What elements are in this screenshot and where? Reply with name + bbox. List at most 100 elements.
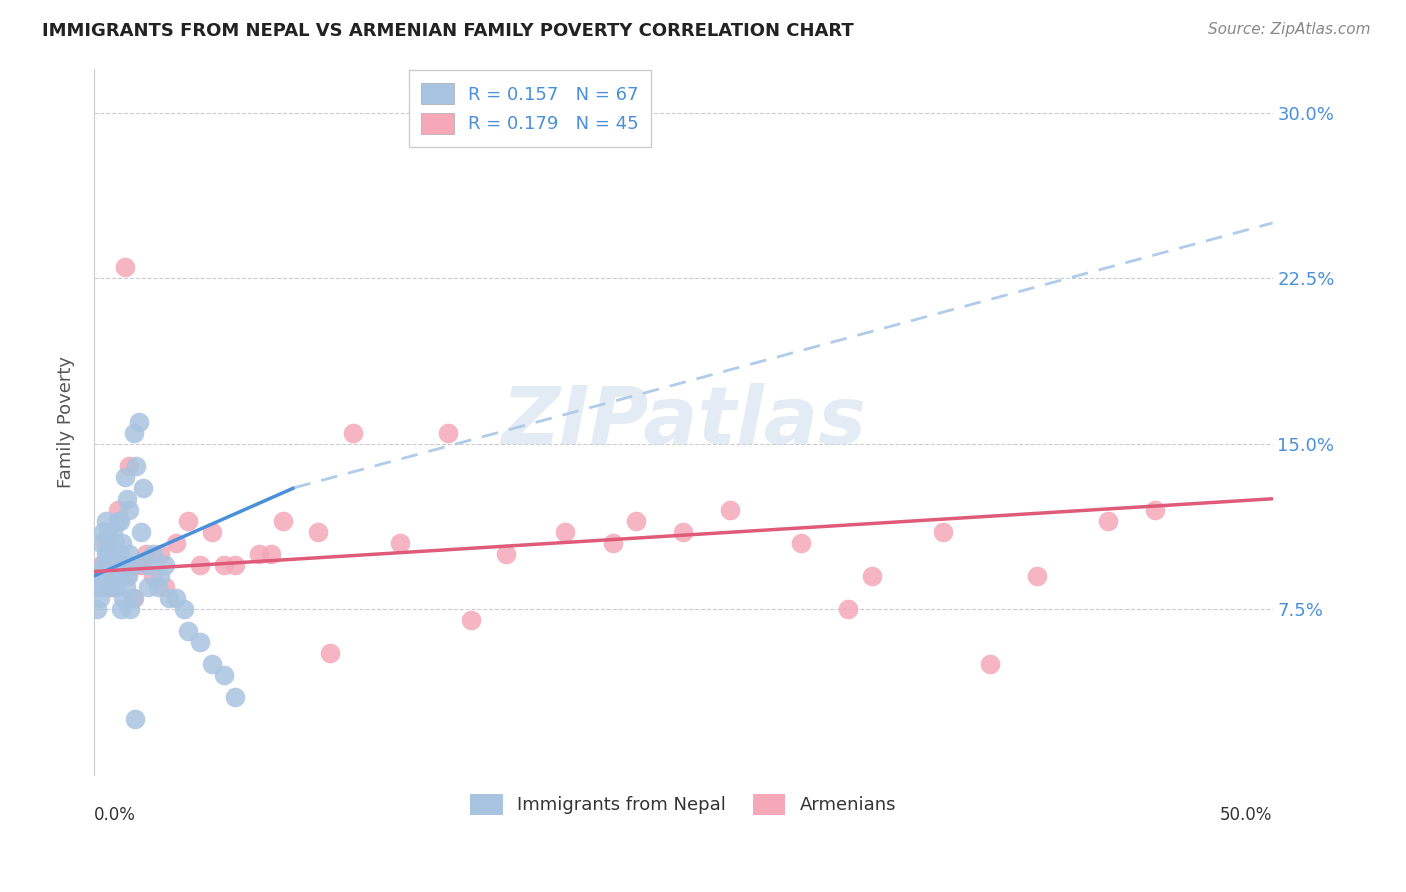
Point bbox=[100, 580, 122, 594]
Point bbox=[108, 514, 131, 528]
Point bbox=[111, 558, 134, 572]
Point bbox=[118, 547, 141, 561]
Point bbox=[624, 514, 647, 528]
Point bbox=[107, 503, 129, 517]
Point bbox=[107, 547, 129, 561]
Point bbox=[90, 558, 112, 572]
Point bbox=[128, 415, 150, 429]
Point bbox=[177, 624, 200, 639]
Point bbox=[165, 536, 187, 550]
Point bbox=[149, 547, 172, 561]
Point bbox=[118, 503, 141, 517]
Point bbox=[104, 536, 127, 550]
Point bbox=[135, 547, 157, 561]
Point bbox=[122, 425, 145, 440]
Text: ZIPatlas: ZIPatlas bbox=[501, 383, 866, 460]
Point bbox=[460, 613, 482, 627]
Point bbox=[115, 569, 138, 583]
Point bbox=[124, 713, 146, 727]
Point bbox=[142, 569, 165, 583]
Point bbox=[554, 524, 576, 539]
Point bbox=[188, 558, 211, 572]
Point bbox=[177, 514, 200, 528]
Point bbox=[142, 547, 165, 561]
Point bbox=[672, 524, 695, 539]
Point bbox=[307, 524, 329, 539]
Point bbox=[93, 524, 115, 539]
Point bbox=[107, 569, 129, 583]
Point bbox=[837, 602, 859, 616]
Point bbox=[129, 558, 152, 572]
Point bbox=[100, 558, 122, 572]
Point bbox=[495, 547, 517, 561]
Point bbox=[979, 657, 1001, 672]
Point bbox=[114, 469, 136, 483]
Point bbox=[122, 591, 145, 605]
Point bbox=[101, 558, 124, 572]
Point bbox=[224, 690, 246, 705]
Point bbox=[117, 569, 139, 583]
Point bbox=[260, 547, 283, 561]
Point bbox=[97, 524, 120, 539]
Point bbox=[104, 569, 127, 583]
Point bbox=[114, 260, 136, 274]
Point bbox=[436, 425, 458, 440]
Point bbox=[125, 458, 148, 473]
Point bbox=[114, 580, 136, 594]
Text: 0.0%: 0.0% bbox=[94, 806, 136, 824]
Point bbox=[101, 580, 124, 594]
Point bbox=[105, 580, 128, 594]
Point bbox=[100, 558, 122, 572]
Point bbox=[107, 569, 129, 583]
Point bbox=[101, 524, 124, 539]
Point bbox=[90, 569, 112, 583]
Point bbox=[602, 536, 624, 550]
Point bbox=[135, 558, 157, 572]
Point bbox=[157, 591, 180, 605]
Point bbox=[94, 580, 117, 594]
Point bbox=[111, 558, 134, 572]
Point bbox=[201, 657, 224, 672]
Point bbox=[94, 536, 117, 550]
Point bbox=[97, 569, 120, 583]
Point bbox=[146, 580, 169, 594]
Point bbox=[247, 547, 270, 561]
Point bbox=[89, 591, 111, 605]
Point bbox=[136, 580, 159, 594]
Point bbox=[389, 536, 412, 550]
Point bbox=[110, 602, 132, 616]
Point bbox=[1143, 503, 1166, 517]
Point bbox=[318, 646, 340, 660]
Point bbox=[718, 503, 741, 517]
Point bbox=[1097, 514, 1119, 528]
Text: IMMIGRANTS FROM NEPAL VS ARMENIAN FAMILY POVERTY CORRELATION CHART: IMMIGRANTS FROM NEPAL VS ARMENIAN FAMILY… bbox=[42, 22, 853, 40]
Point bbox=[118, 458, 141, 473]
Point bbox=[90, 536, 112, 550]
Point bbox=[107, 514, 129, 528]
Legend: Immigrants from Nepal, Armenians: Immigrants from Nepal, Armenians bbox=[463, 787, 904, 822]
Point bbox=[111, 536, 134, 550]
Point bbox=[98, 569, 121, 583]
Point bbox=[271, 514, 294, 528]
Point bbox=[115, 491, 138, 506]
Point bbox=[121, 558, 143, 572]
Point bbox=[132, 481, 155, 495]
Point bbox=[121, 591, 143, 605]
Point bbox=[87, 580, 110, 594]
Point bbox=[84, 569, 107, 583]
Y-axis label: Family Poverty: Family Poverty bbox=[58, 356, 75, 488]
Point bbox=[112, 591, 135, 605]
Point bbox=[153, 580, 176, 594]
Point bbox=[104, 569, 127, 583]
Point bbox=[188, 635, 211, 649]
Point bbox=[224, 558, 246, 572]
Point bbox=[94, 514, 117, 528]
Point bbox=[1025, 569, 1047, 583]
Point bbox=[91, 580, 114, 594]
Point bbox=[100, 536, 122, 550]
Point bbox=[342, 425, 364, 440]
Point bbox=[108, 547, 131, 561]
Point bbox=[94, 547, 117, 561]
Point bbox=[93, 558, 115, 572]
Point bbox=[201, 524, 224, 539]
